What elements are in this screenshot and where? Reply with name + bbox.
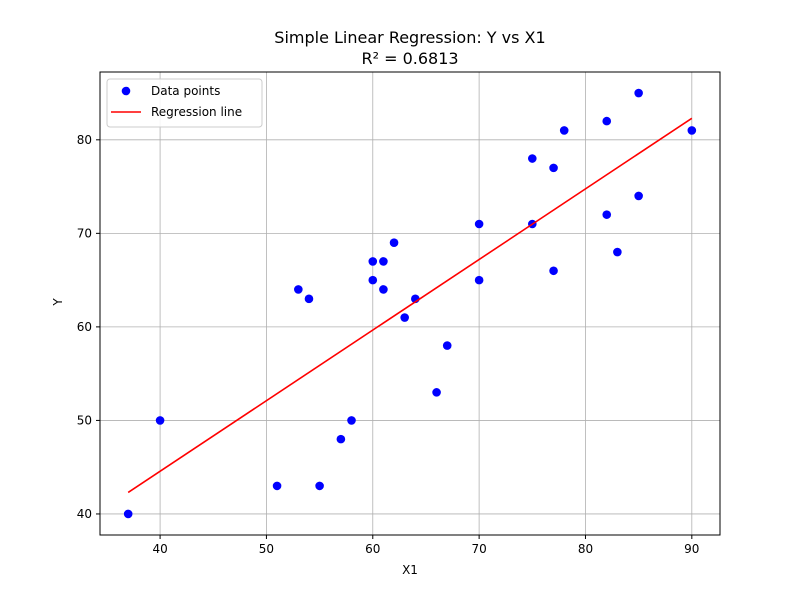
data-point xyxy=(315,481,324,491)
x-tick-label: 80 xyxy=(578,542,593,556)
data-point xyxy=(613,247,622,257)
data-point xyxy=(474,275,484,285)
chart-title: Simple Linear Regression: Y vs X1 xyxy=(274,28,545,47)
data-point xyxy=(549,163,558,173)
data-point xyxy=(687,126,697,135)
legend-label-regression-line: Regression line xyxy=(151,105,242,119)
data-point xyxy=(379,285,388,294)
y-tick-label: 60 xyxy=(77,320,92,334)
data-point xyxy=(559,126,569,135)
x-tick-label: 50 xyxy=(259,542,274,556)
data-point xyxy=(368,275,378,285)
data-point xyxy=(294,285,303,294)
y-tick-label: 70 xyxy=(77,226,92,240)
x-tick-label: 60 xyxy=(365,542,380,556)
data-point xyxy=(389,238,399,248)
data-point xyxy=(474,219,484,229)
x-tick-label: 40 xyxy=(152,542,167,556)
data-point xyxy=(442,341,452,350)
legend-label-data-points: Data points xyxy=(151,84,220,98)
plot-frame xyxy=(99,71,721,536)
data-point xyxy=(400,313,409,322)
data-point xyxy=(602,116,612,126)
legend-box xyxy=(106,78,263,128)
axis-ticks: 40 50 60 70 80 90 40 50 60 70 80 xyxy=(77,133,700,556)
y-axis-label: Y xyxy=(51,298,65,307)
data-point xyxy=(347,416,356,425)
x-tick-label: 90 xyxy=(684,542,699,556)
legend-marker-data-points xyxy=(121,86,131,96)
data-point xyxy=(602,210,612,219)
data-point xyxy=(123,509,133,519)
data-point xyxy=(549,266,558,276)
x-axis-label: X1 xyxy=(402,563,418,577)
data-point xyxy=(155,416,165,425)
data-point xyxy=(336,434,346,444)
x-tick-label: 70 xyxy=(471,542,486,556)
regression-line xyxy=(127,117,693,494)
legend: Data points Regression line xyxy=(106,78,263,128)
data-point xyxy=(368,257,378,266)
grid-lines xyxy=(100,72,720,535)
data-point xyxy=(634,191,643,201)
y-tick-label: 40 xyxy=(77,507,92,521)
data-point xyxy=(527,154,537,163)
y-tick-label: 50 xyxy=(77,413,92,427)
data-point xyxy=(304,294,314,304)
plot-marks xyxy=(123,88,697,519)
data-point xyxy=(432,388,441,397)
chart-subtitle: R² = 0.6813 xyxy=(361,49,458,68)
data-point xyxy=(379,257,388,266)
data-point xyxy=(634,88,643,98)
y-tick-label: 80 xyxy=(77,133,92,147)
data-point xyxy=(272,481,282,491)
